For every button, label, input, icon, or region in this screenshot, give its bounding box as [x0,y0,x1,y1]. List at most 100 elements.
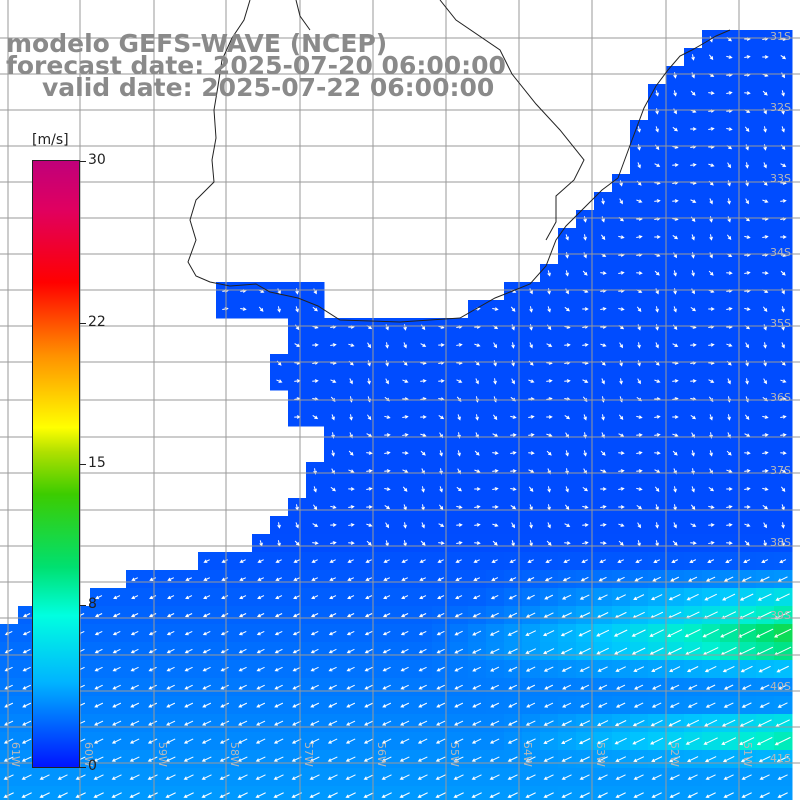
wind-arrow [762,90,768,96]
wind-arrow [220,648,229,654]
wind-cell [666,786,685,800]
wind-arrow [21,792,32,798]
wind-arrow [651,774,662,780]
wind-arrow [525,612,536,618]
wind-arrow [547,306,551,313]
wind-arrow [727,180,731,187]
wind-arrow [309,774,320,780]
wind-arrow [293,595,301,600]
wind-arrow [637,360,641,367]
wind-arrow [438,523,445,527]
wind-arrow [745,342,749,349]
wind-arrow [561,756,572,762]
wind-arrow [183,738,194,744]
wind-arrow [219,738,230,744]
wind-arrow [166,720,176,726]
wind-arrow [565,234,569,241]
wind-arrow [493,360,497,367]
wind-arrow [672,126,678,132]
wind-arrow [689,559,697,564]
longitude-label: 58W [228,742,241,767]
wind-cell [594,786,613,800]
wind-arrow [596,647,609,655]
wind-arrow [313,288,317,295]
wind-arrow [435,792,446,798]
wind-arrow [631,647,646,655]
wind-arrow [546,433,553,437]
wind-arrow [547,270,551,277]
wind-arrow [4,666,13,672]
wind-arrow [745,198,749,205]
wind-arrow [670,576,680,582]
wind-arrow [727,414,731,421]
wind-arrow [456,379,463,383]
wind-arrow [330,505,337,509]
wind-arrow [420,433,427,437]
wind-arrow [745,144,749,151]
wind-arrow [632,737,646,745]
wind-arrow [489,738,500,744]
wind-arrow [726,127,733,131]
wind-arrow [256,720,266,726]
longitude-label: 51W [741,742,754,767]
wind-arrow [473,559,480,563]
wind-arrows [3,36,792,798]
wind-arrow [650,594,663,601]
wind-arrow [690,306,697,312]
wind-arrow [740,665,753,673]
wind-arrow [600,487,607,491]
wind-cell [0,786,19,800]
wind-arrow [741,684,752,690]
wind-arrow [489,648,500,654]
wind-arrow [547,522,551,529]
wind-arrow [600,469,607,473]
wind-arrow [669,702,680,708]
wind-arrow [563,559,570,563]
wind-arrow [130,684,139,690]
wind-arrow [457,414,461,421]
wind-arrow [636,469,643,473]
wind-arrow [238,613,247,618]
wind-arrow [637,144,641,151]
wind-cell [522,786,541,800]
wind-arrow [455,595,463,600]
wind-arrow [618,414,624,421]
wind-arrow [509,577,517,582]
wind-arrow [636,415,643,419]
wind-arrow [166,666,175,672]
wind-arrow [579,594,590,600]
wind-arrow [237,756,248,762]
wind-arrow [311,577,319,582]
wind-arrow [507,792,518,798]
wind-arrow [637,342,641,349]
wind-arrow [780,379,787,383]
wind-arrow [435,774,446,780]
wind-arrow [564,306,570,312]
wind-arrow [418,720,428,726]
wind-arrow [438,504,444,511]
wind-arrow [636,199,643,203]
wind-arrow [775,719,790,727]
wind-arrow [690,127,697,131]
wind-arrow [237,774,248,780]
wind-arrow [310,684,319,690]
wind-arrow [294,540,300,546]
wind-arrow [759,684,770,690]
wind-arrow [328,720,338,726]
wind-arrow [779,559,787,564]
wind-arrow [328,630,337,636]
coastline [187,0,731,323]
wind-arrow [184,613,193,618]
wind-cell [684,786,703,800]
wind-arrow [220,684,229,690]
wind-arrow [763,360,767,367]
wind-cell [756,786,775,800]
wind-cell [288,786,307,800]
wind-arrow [330,486,336,492]
wind-arrow [618,433,625,437]
wind-cell [324,786,343,800]
wind-arrow [219,756,230,762]
wind-arrow [762,469,769,473]
wind-arrow [691,288,695,295]
wind-arrow [525,738,536,744]
